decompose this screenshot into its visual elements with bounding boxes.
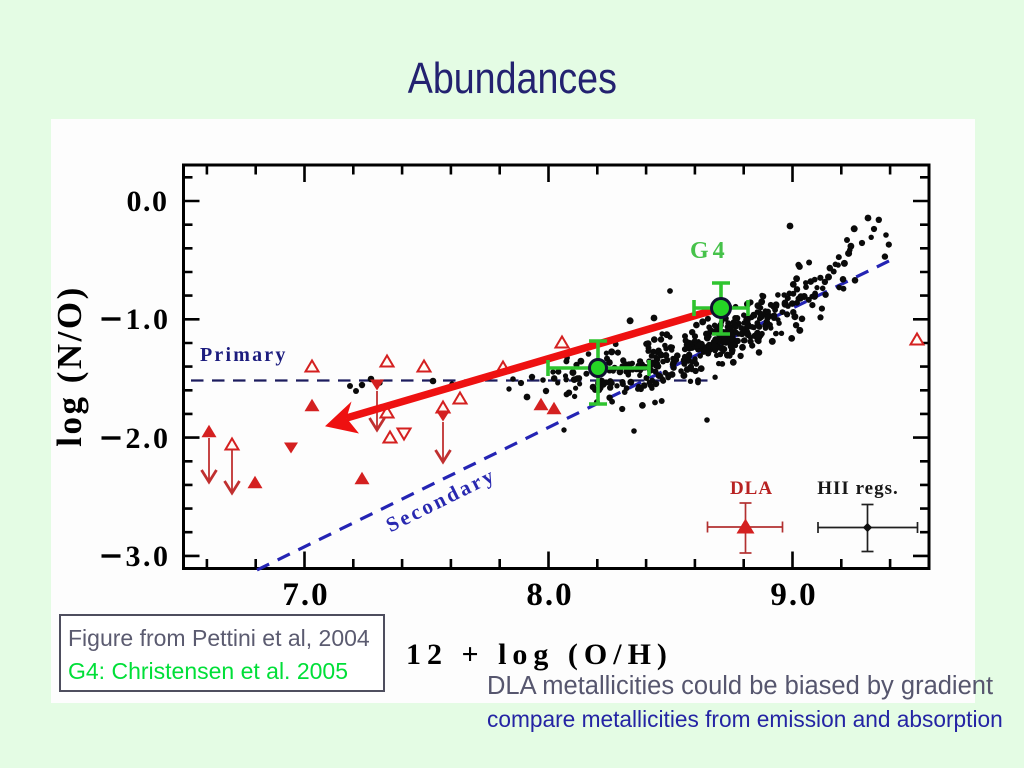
svg-text:2.0: 2.0 [126,422,171,455]
svg-text:log (N/O): log (N/O) [50,285,89,447]
svg-text:Secondary: Secondary [382,462,500,537]
svg-text:7.0: 7.0 [282,577,329,613]
svg-text:Primary: Primary [200,344,288,366]
svg-text:DLA: DLA [730,478,773,499]
svg-text:8.0: 8.0 [526,577,573,613]
svg-text:3.0: 3.0 [126,540,171,573]
svg-text:0.0: 0.0 [127,185,169,218]
svg-text:HII regs.: HII regs. [817,478,898,499]
svg-text:1.0: 1.0 [126,303,171,336]
svg-text:9.0: 9.0 [770,577,817,613]
svg-text:G4: G4 [690,238,729,264]
svg-text:12 + log (O/H): 12 + log (O/H) [406,638,673,671]
